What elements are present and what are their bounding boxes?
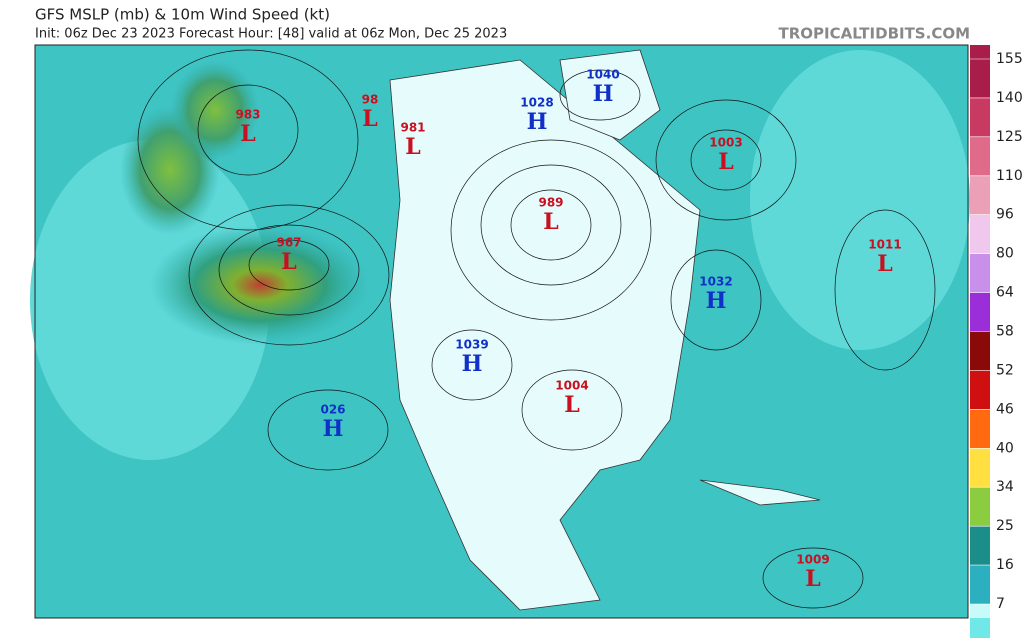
colorbar-label: 140 (996, 90, 1023, 106)
pressure-value: 98 (362, 93, 379, 107)
wind-swath (150, 225, 370, 345)
colorbar-segment (970, 97, 990, 138)
colorbar-label: 110 (996, 168, 1023, 184)
map (30, 44, 970, 619)
pressure-value: 1028 (520, 96, 553, 110)
colorbar-segment (970, 448, 990, 488)
land-north-america (389, 59, 701, 611)
subtitle: Init: 06z Dec 23 2023 Forecast Hour: [48… (35, 27, 507, 42)
colorbar-segment (970, 292, 990, 332)
land-caribbean (699, 479, 821, 506)
pressure-letter: L (405, 134, 420, 160)
colorbar-cap (970, 45, 990, 59)
colorbar-label: 64 (996, 285, 1014, 301)
colorbar-segment (970, 175, 990, 216)
wind-swath (170, 60, 260, 160)
colorbar-segment (970, 565, 990, 605)
wind-area (30, 140, 270, 460)
pressure-letter: L (718, 149, 733, 175)
pressure-letter: L (564, 392, 579, 418)
pressure-value: 983 (235, 108, 260, 122)
pressure-letter: L (240, 121, 255, 147)
pressure-value: 1039 (455, 338, 488, 352)
pressure-letter: L (281, 249, 296, 275)
colorbar-cap (970, 604, 990, 618)
pressure-letter: H (462, 351, 483, 377)
colorbar-label: 96 (996, 207, 1014, 223)
colorbar-label: 34 (996, 479, 1014, 495)
site-name: TROPICALTIDBITS.COM (779, 25, 971, 43)
isobars (137, 49, 936, 609)
colorbar-label: 40 (996, 440, 1014, 456)
colorbar-label: 16 (996, 557, 1014, 573)
colorbar-segment (970, 409, 990, 449)
pressure-letter: L (543, 209, 558, 235)
map-frame (34, 44, 969, 619)
pressure-value: 1003 (709, 136, 742, 150)
wind-area (750, 50, 970, 350)
pressure-letter: H (706, 288, 727, 314)
colorbar-segment (970, 370, 990, 410)
colorbar-segment (970, 59, 990, 99)
colorbar-segment (970, 487, 990, 527)
colorbar-label: 52 (996, 362, 1014, 378)
colorbar-segment (970, 526, 990, 566)
colorbar-label: 46 (996, 401, 1014, 417)
pressure-letter: H (593, 81, 614, 107)
colorbar-segment (970, 136, 990, 177)
colorbar-segment (970, 253, 990, 294)
colorbar-label: 7 (996, 596, 1005, 612)
colorbar-label: 125 (996, 129, 1023, 145)
pressure-letter: L (877, 251, 892, 277)
colorbar-label: 58 (996, 324, 1014, 340)
pressure-value: 989 (538, 196, 563, 210)
pressure-value: 026 (320, 403, 345, 417)
colorbar-segment (970, 331, 990, 371)
pressure-letter: L (805, 566, 820, 592)
pressure-letter: L (362, 106, 377, 132)
colorbar-segment (970, 214, 990, 255)
pressure-value: 1009 (796, 553, 829, 567)
pressure-value: 1011 (868, 238, 901, 252)
pressure-letter: H (527, 109, 548, 135)
colorbar-label: 155 (996, 51, 1023, 67)
pressure-value: 1004 (555, 379, 588, 393)
pressure-value: 981 (400, 121, 425, 135)
colorbar: 155 140 125 110 96 80 64 58 52 46 40 34 25 16 7 (970, 45, 1023, 642)
pressure-value: 1040 (586, 68, 619, 82)
colorbar-label: 25 (996, 518, 1014, 534)
pressure-letter: H (323, 416, 344, 442)
colorbar-label: 80 (996, 246, 1014, 262)
title: GFS MSLP (mb) & 10m Wind Speed (kt) (35, 6, 330, 24)
pressure-value: 1032 (699, 275, 732, 289)
pressure-value: 967 (276, 236, 301, 250)
